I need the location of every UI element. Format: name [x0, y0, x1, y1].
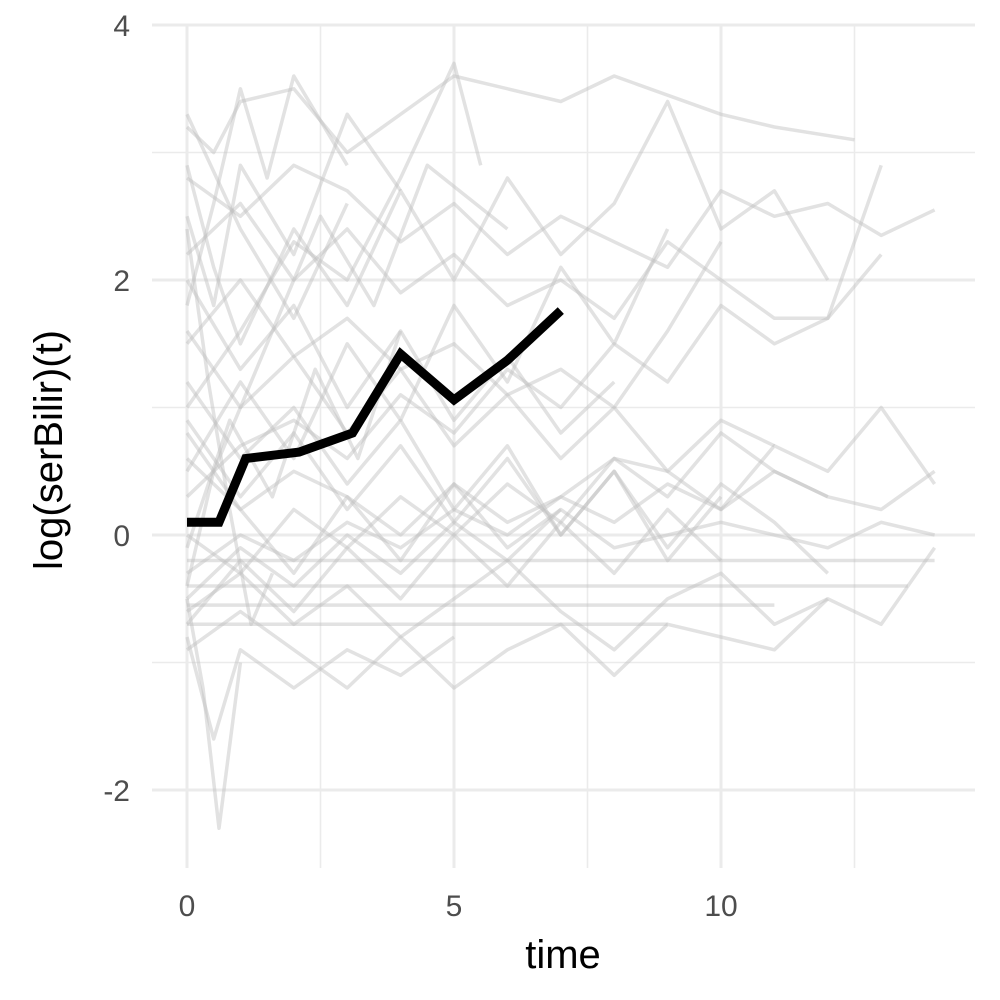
y-tick-label-3: 4: [113, 10, 130, 43]
major-gridlines: [152, 23, 975, 868]
x-tick-label-1: 5: [446, 890, 463, 923]
background-series-line-19: [185, 431, 562, 576]
background-series-line-12: [185, 597, 830, 690]
background-series-line-24: [185, 329, 776, 474]
minor-gridlines: [152, 25, 975, 868]
background-series-line-14: [185, 598, 243, 831]
background-series-line-30: [185, 228, 275, 627]
background-series-line-1: [185, 163, 936, 270]
y-tick-label-1: 0: [113, 520, 130, 553]
background-series-line-13: [185, 635, 456, 741]
y-tick-label-2: 2: [113, 265, 130, 298]
background-series-line-31: [185, 419, 830, 575]
background-series-line-26: [185, 507, 723, 626]
y-tick-label-0: -2: [103, 775, 130, 808]
background-series-line-27: [185, 228, 670, 473]
background-series-line-2: [185, 164, 883, 321]
background-series-line-25: [185, 99, 830, 346]
background-series-line-21: [185, 279, 616, 435]
y-axis-title: log(serBilir)(t): [27, 330, 71, 570]
x-axis-title: time: [525, 933, 601, 977]
background-series-line-11: [185, 546, 937, 652]
background-series-line-5: [185, 253, 883, 499]
highlight-series-line: [187, 307, 564, 527]
x-tick-label-0: 0: [179, 890, 196, 923]
background-series-line-15: [185, 74, 349, 306]
background-series-line-18: [185, 163, 509, 587]
background-series-line-23: [185, 431, 829, 576]
background-series-line-4: [185, 405, 937, 537]
x-tick-label-2: 10: [704, 890, 737, 923]
background-series-line-20: [185, 380, 723, 563]
background-series-line-0: [185, 74, 855, 155]
background-series-line-28: [185, 507, 936, 601]
y-tick-labels: -2 0 2 4: [103, 10, 130, 808]
background-series-group: [185, 61, 937, 831]
background-series-line-3: [185, 240, 723, 410]
highlight-series-group: [187, 307, 564, 527]
background-series-line-17: [185, 61, 483, 409]
background-series-line-16: [185, 112, 403, 308]
background-series-line-22: [185, 330, 403, 549]
x-tick-labels: 0 5 10: [179, 890, 738, 923]
background-series-line-6: [185, 469, 936, 575]
background-series-line-29: [185, 113, 349, 321]
